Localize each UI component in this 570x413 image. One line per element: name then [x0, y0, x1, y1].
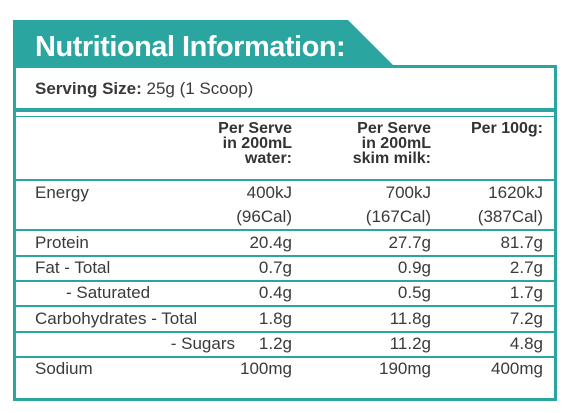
title-tab: [13, 20, 396, 68]
cell: (167Cal): [365, 207, 431, 226]
column-header: in 200mL: [222, 135, 292, 152]
rule: [16, 255, 554, 257]
cell: 4.8g: [509, 334, 543, 353]
column-header: skim milk:: [352, 150, 431, 167]
cell: 1.7g: [509, 283, 543, 302]
cell: 20.4g: [249, 233, 292, 252]
cell: 400mg: [491, 359, 543, 378]
serving-value: 25g (1 Scoop): [146, 79, 254, 98]
cell: 1.8g: [258, 309, 292, 328]
cell: 27.7g: [388, 233, 431, 252]
serving: Serving Size: 25g (1 Scoop): [35, 79, 253, 99]
cell: 81.7g: [500, 233, 543, 252]
column-header: Per Serve: [218, 120, 292, 137]
row-label: Sodium: [35, 359, 93, 378]
cell: 7.2g: [509, 309, 543, 328]
cell: 0.4g: [258, 283, 292, 302]
row-label: - Saturated: [66, 283, 151, 302]
column-header: Per 100g:: [470, 120, 543, 137]
rule: [16, 108, 554, 112]
title: Nutritional Information:: [35, 31, 346, 63]
rule: [16, 331, 554, 333]
rule: [16, 179, 554, 181]
column-header: water:: [244, 150, 292, 167]
rule: [16, 280, 554, 282]
rule: [16, 116, 554, 117]
rule: [16, 229, 554, 231]
cell: 11.2g: [389, 334, 431, 353]
cell: (387Cal): [477, 207, 543, 226]
cell: 100mg: [240, 359, 292, 378]
cell: 400kJ: [246, 183, 292, 202]
cell: 11.8g: [389, 309, 431, 328]
column-header: Per Serve: [357, 120, 431, 137]
serving-label: Serving Size:: [35, 79, 142, 98]
cell: 2.7g: [509, 258, 543, 277]
cell: 0.5g: [397, 283, 431, 302]
row-label: Energy: [35, 183, 89, 202]
column-header: in 200mL: [361, 135, 431, 152]
rule: [16, 305, 554, 307]
cell: (96Cal): [236, 207, 292, 226]
cell: 190mg: [379, 359, 431, 378]
cell: 0.9g: [397, 258, 431, 277]
row-label: Carbohydrates - Total: [35, 309, 198, 328]
cell: 700kJ: [385, 183, 431, 202]
cell: 1.2g: [258, 334, 292, 353]
row-label: Protein: [35, 233, 89, 252]
rule: [16, 356, 554, 358]
cell: 1620kJ: [488, 183, 543, 202]
cell: 0.7g: [258, 258, 292, 277]
row-label: - Sugars: [170, 334, 235, 353]
row-label: Fat - Total: [35, 258, 111, 277]
